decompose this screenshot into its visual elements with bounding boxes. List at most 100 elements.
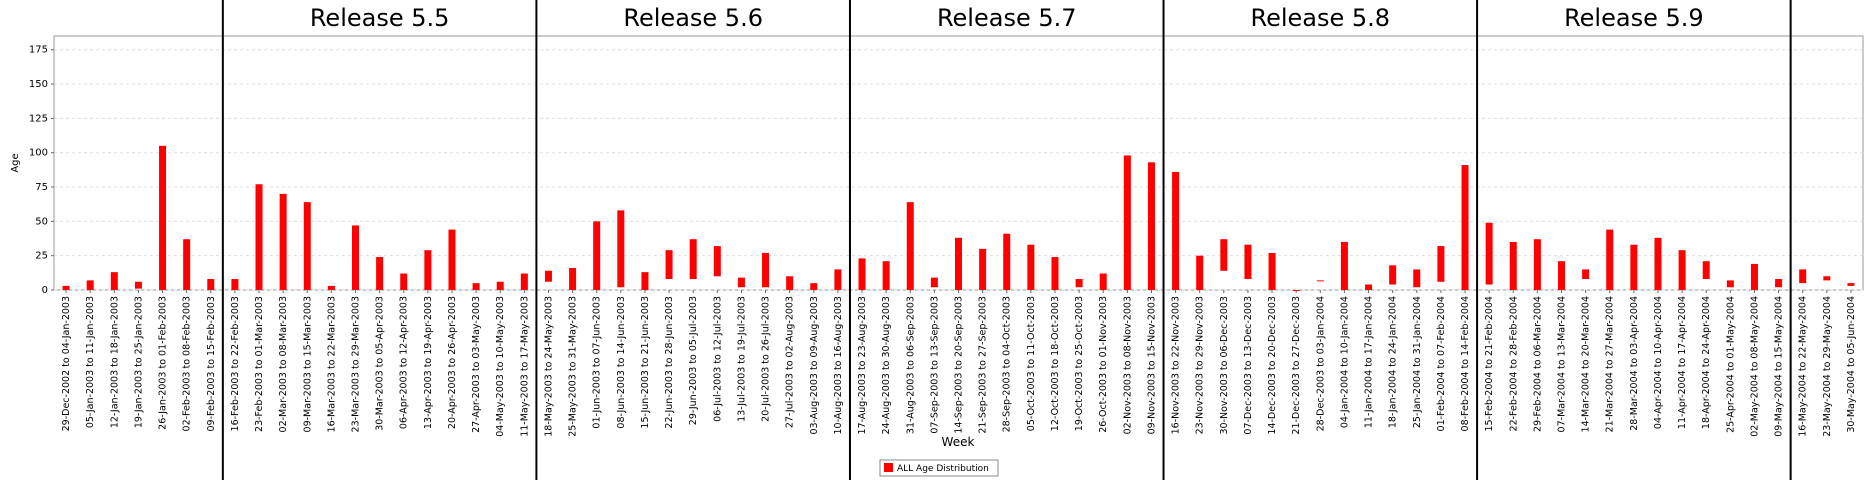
x-tick-label: 06-Jul-2003 to 12-Jul-2003	[712, 296, 723, 422]
box	[1340, 241, 1348, 290]
x-tick-label: 07-Sep-2003 to 13-Sep-2003	[929, 296, 940, 434]
y-tick-label: 125	[29, 113, 48, 124]
box	[737, 277, 745, 288]
x-tick-label: 18-Jan-2004 to 24-Jan-2004	[1388, 296, 1399, 428]
x-tick-label: 21-Sep-2003 to 27-Sep-2003	[978, 296, 989, 434]
x-tick-label: 04-Apr-2004 to 10-Apr-2004	[1653, 296, 1664, 429]
box	[1292, 290, 1300, 291]
box	[1485, 222, 1493, 285]
release-title: Release 5.5	[310, 4, 450, 32]
box	[1726, 280, 1734, 288]
x-tick-label: 20-Apr-2003 to 26-Apr-2003	[447, 296, 458, 429]
box	[1775, 279, 1783, 288]
x-tick-label: 28-Dec-2003 to 03-Jan-2004	[1315, 296, 1326, 431]
box	[858, 258, 866, 290]
x-tick-label: 25-Jan-2004 to 31-Jan-2004	[1412, 296, 1423, 428]
box	[1533, 239, 1541, 290]
x-tick-label: 11-May-2003 to 17-May-2003	[519, 296, 530, 437]
box	[1582, 269, 1590, 280]
x-axis-label: Week	[942, 435, 975, 449]
x-tick-label: 18-Apr-2004 to 24-Apr-2004	[1701, 296, 1712, 429]
x-tick-label: 19-Oct-2003 to 25-Oct-2003	[1074, 296, 1085, 431]
box	[159, 145, 167, 290]
legend-box	[879, 459, 999, 477]
x-tick-label: 29-Feb-2004 to 06-Mar-2004	[1532, 296, 1543, 432]
box	[810, 283, 818, 290]
box	[762, 252, 770, 288]
box	[1823, 276, 1831, 281]
box	[1027, 244, 1035, 290]
x-tick-label: 01-Feb-2004 to 07-Feb-2004	[1436, 296, 1447, 431]
x-tick-label: 21-Dec-2003 to 27-Dec-2003	[1291, 296, 1302, 435]
y-tick-label: 100	[29, 148, 48, 159]
x-tick-label: 22-Jun-2003 to 28-Jun-2003	[664, 296, 675, 429]
x-tick-label: 31-Aug-2003 to 06-Sep-2003	[905, 296, 916, 434]
x-tick-label: 14-Mar-2004 to 20-Mar-2004	[1581, 296, 1592, 432]
box	[134, 281, 142, 289]
box	[255, 184, 263, 290]
box	[1461, 165, 1469, 290]
box	[110, 272, 118, 290]
x-tick-label: 09-Mar-2003 to 15-Mar-2003	[302, 296, 313, 432]
x-tick-label: 14-Dec-2003 to 20-Dec-2003	[1267, 296, 1278, 435]
x-tick-label: 23-Feb-2003 to 01-Mar-2003	[254, 296, 265, 432]
x-tick-label: 13-Jul-2003 to 19-Jul-2003	[736, 296, 747, 422]
box	[1365, 284, 1373, 290]
box	[689, 239, 697, 280]
box	[86, 280, 94, 290]
x-tick-label: 16-May-2004 to 22-May-2004	[1798, 296, 1809, 437]
box	[930, 277, 938, 288]
box	[641, 272, 649, 290]
x-tick-label: 26-Jan-2003 to 01-Feb-2003	[158, 296, 169, 430]
x-tick-label: 15-Jun-2003 to 21-Jun-2003	[640, 296, 651, 429]
x-tick-label: 04-May-2003 to 10-May-2003	[495, 296, 506, 437]
x-tick-label: 17-Aug-2003 to 23-Aug-2003	[857, 296, 868, 435]
x-tick-label: 28-Mar-2004 to 03-Apr-2004	[1629, 296, 1640, 431]
x-tick-label: 18-May-2003 to 24-May-2003	[543, 296, 554, 437]
box	[472, 283, 480, 290]
box	[62, 285, 70, 290]
x-tick-label: 12-Oct-2003 to 18-Oct-2003	[1050, 296, 1061, 431]
box	[231, 279, 239, 290]
x-tick-label: 28-Sep-2003 to 04-Oct-2003	[1002, 296, 1013, 432]
x-tick-label: 05-Oct-2003 to 11-Oct-2003	[1026, 296, 1037, 431]
box	[1075, 279, 1083, 288]
x-tick-label: 02-Feb-2003 to 08-Feb-2003	[182, 296, 193, 431]
box	[207, 279, 215, 290]
box	[1389, 265, 1397, 285]
box	[279, 193, 287, 290]
box	[906, 202, 914, 290]
box	[569, 268, 577, 290]
y-axis-label: Age	[10, 153, 21, 172]
box	[1702, 261, 1710, 280]
box	[1051, 257, 1059, 290]
release-title: Release 5.9	[1564, 4, 1704, 32]
x-tick-label: 07-Dec-2003 to 13-Dec-2003	[1243, 296, 1254, 435]
box	[1750, 263, 1758, 290]
x-tick-label: 10-Aug-2003 to 16-Aug-2003	[833, 296, 844, 435]
box	[400, 273, 408, 290]
box	[1413, 269, 1421, 288]
box	[955, 237, 962, 290]
x-tick-label: 23-May-2004 to 29-May-2004	[1822, 296, 1833, 437]
box	[665, 250, 673, 280]
box	[1558, 261, 1565, 290]
x-tick-label: 21-Mar-2004 to 27-Mar-2004	[1605, 296, 1616, 432]
release-title: Release 5.8	[1251, 4, 1391, 32]
x-tick-label: 23-Mar-2003 to 29-Mar-2003	[351, 296, 362, 432]
box	[448, 229, 456, 290]
x-tick-label: 11-Apr-2004 to 17-Apr-2004	[1677, 296, 1688, 429]
x-tick-label: 19-Jan-2003 to 25-Jan-2003	[133, 296, 144, 428]
legend-swatch	[884, 463, 893, 472]
x-tick-label: 08-Feb-2004 to 14-Feb-2004	[1460, 296, 1471, 431]
x-tick-label: 30-Nov-2003 to 06-Dec-2003	[1219, 296, 1230, 435]
box	[1847, 283, 1855, 286]
box	[327, 285, 335, 290]
box	[1003, 233, 1011, 290]
box	[496, 281, 504, 290]
x-tick-label: 25-Apr-2004 to 01-May-2004	[1725, 296, 1736, 433]
box	[1220, 239, 1228, 271]
x-tick-label: 26-Oct-2003 to 01-Nov-2003	[1098, 296, 1109, 433]
box	[1196, 255, 1204, 290]
